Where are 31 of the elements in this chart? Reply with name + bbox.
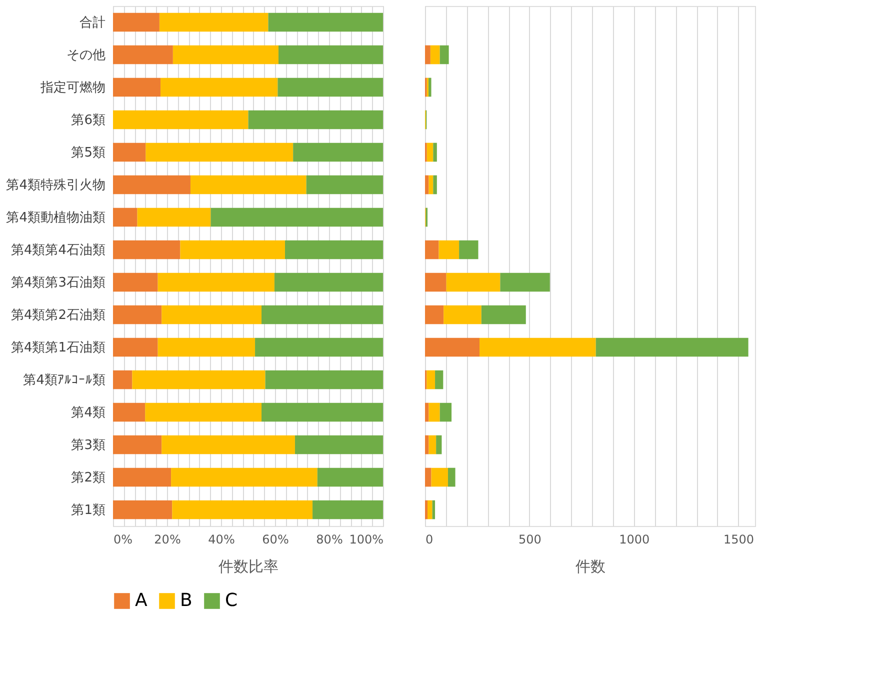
legend-label: B	[180, 590, 192, 611]
x-axis-title: 件数	[576, 558, 606, 576]
y-tick-label: 指定可燃物	[40, 80, 106, 96]
x-tick-label: 20%	[154, 532, 181, 546]
y-tick-label: 第4類第4石油類	[10, 242, 106, 258]
y-tick-label: 第6類	[71, 112, 106, 128]
x-tick-label: 40%	[208, 532, 235, 546]
x-tick-label: 80%	[316, 532, 343, 546]
y-tick-label: 第4類第3石油類	[10, 275, 106, 290]
x-tick-label: 100%	[349, 532, 384, 546]
y-tick-label: 第5類	[71, 145, 106, 160]
legend-label: A	[135, 590, 148, 611]
y-tick-label: 第4類第1石油類	[10, 340, 106, 356]
x-tick-label: 60%	[262, 532, 289, 546]
x-tick-label: 0%	[114, 532, 133, 546]
y-tick-label: 第4類	[71, 405, 106, 420]
y-tick-label: 第4類第2石油類	[10, 308, 106, 323]
x-tick-label: 1000	[619, 532, 650, 546]
x-tick-label: 500	[518, 532, 542, 546]
y-tick-label: 第4類特殊引火物	[6, 178, 106, 193]
x-tick-label: 0	[426, 532, 434, 546]
y-tick-label: 第3類	[71, 438, 106, 453]
y-tick-label: 第1類	[71, 502, 106, 518]
y-tick-label: その他	[66, 48, 106, 63]
x-tick-label: 1500	[724, 532, 754, 546]
y-tick-label: 合計	[80, 15, 106, 30]
y-tick-label: 第2類	[71, 470, 106, 486]
legend-label: C	[225, 590, 238, 611]
y-tick-label: 第4類ｱﾙｺｰﾙ類	[23, 372, 106, 388]
x-axis-title: 件数比率	[218, 558, 278, 576]
y-tick-label: 第4類動植物油類	[6, 210, 106, 226]
